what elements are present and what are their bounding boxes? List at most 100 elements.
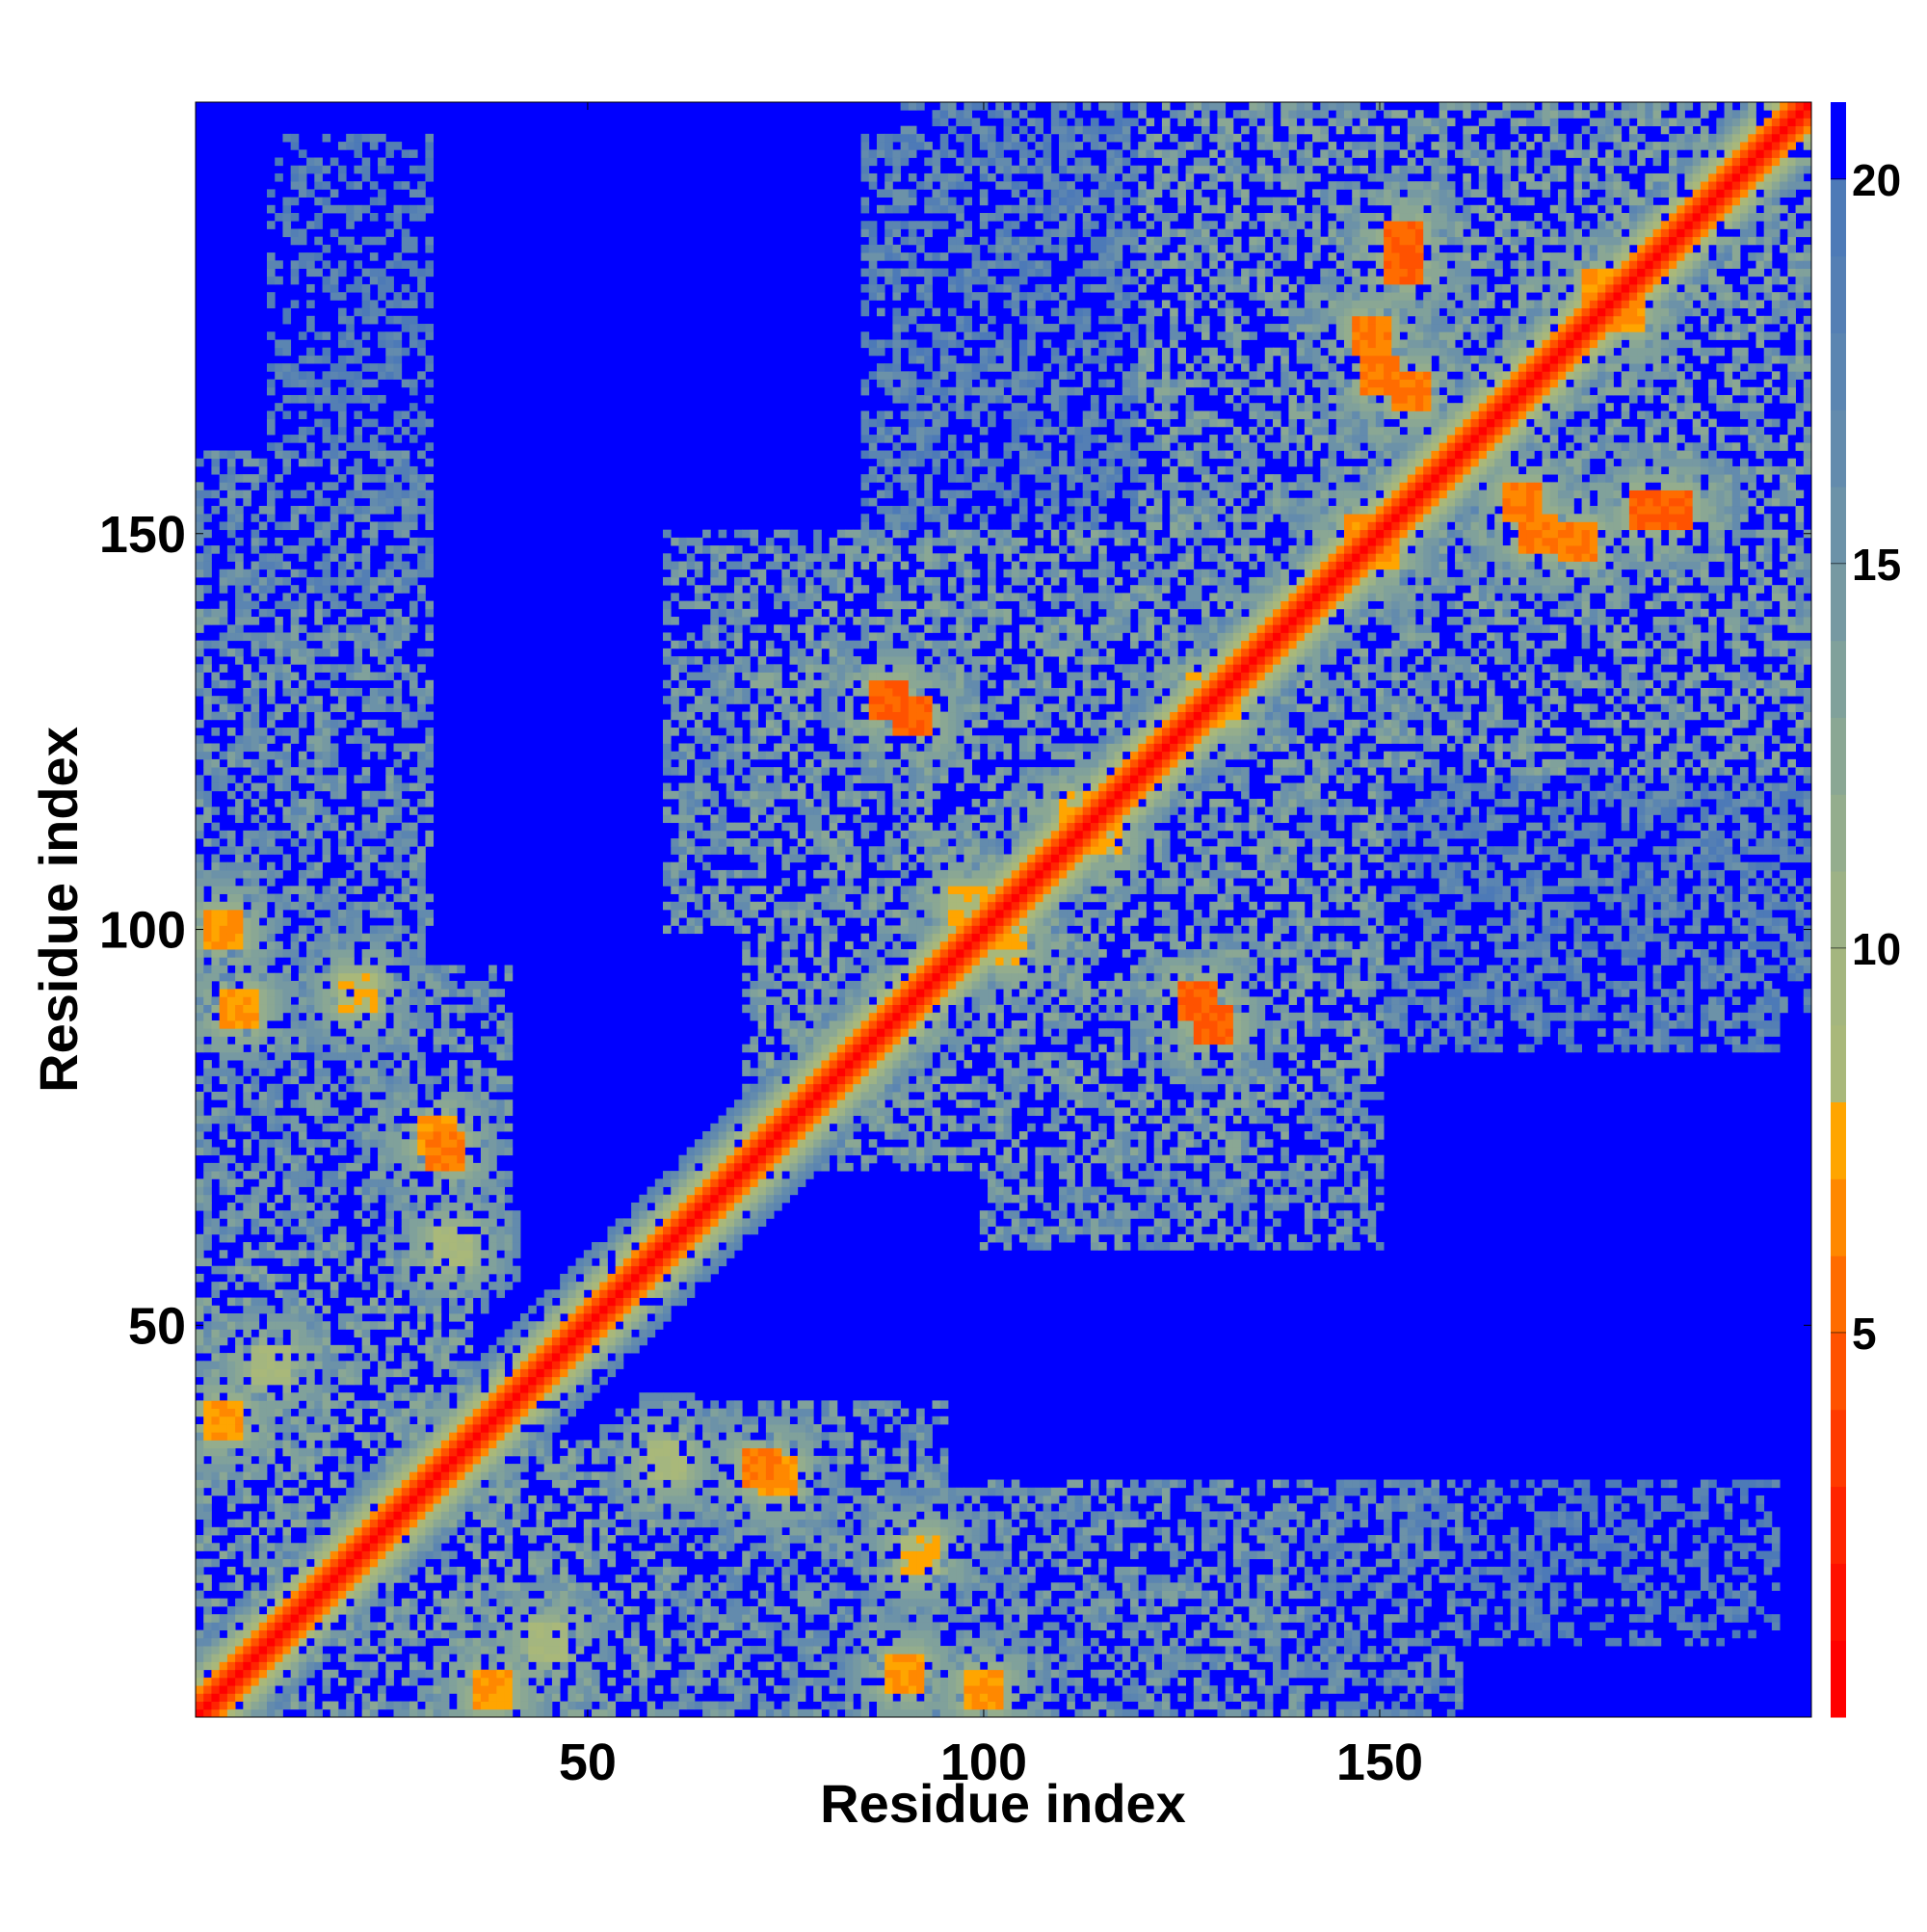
heatmap-cell (290, 640, 300, 649)
heatmap-cell (417, 1455, 426, 1465)
heatmap-cell (425, 1408, 435, 1417)
heatmap-cell (330, 1590, 339, 1600)
heatmap-cell (251, 1384, 260, 1393)
heatmap-cell (298, 1068, 307, 1076)
heatmap-cell (425, 1257, 435, 1267)
heatmap-cell (393, 363, 403, 372)
heatmap-cell (354, 1646, 363, 1654)
heatmap-cell (219, 1464, 228, 1472)
heatmap-cell (266, 1344, 276, 1354)
heatmap-cell (196, 1115, 204, 1125)
heatmap-cell (275, 672, 283, 681)
heatmap-cell (528, 1701, 537, 1710)
heatmap-cell (440, 972, 450, 982)
heatmap-cell (369, 798, 379, 807)
heatmap-cell (290, 1614, 300, 1623)
heatmap-cell (219, 1408, 228, 1417)
heatmap-cell (647, 1440, 656, 1449)
heatmap-cell (440, 1440, 450, 1449)
heatmap-cell (369, 743, 379, 753)
heatmap-cell (275, 1044, 283, 1053)
heatmap-cell (258, 1028, 268, 1037)
heatmap-cell (290, 1654, 300, 1662)
heatmap-cell (196, 553, 204, 562)
heatmap-cell (219, 1282, 228, 1290)
heatmap-cell (417, 1432, 426, 1441)
heatmap-cell (258, 632, 268, 642)
heatmap-cell (639, 1455, 647, 1465)
heatmap-cell (354, 901, 363, 911)
heatmap-cell (203, 996, 212, 1005)
heatmap-cell (472, 1194, 482, 1204)
heatmap-cell (322, 1353, 331, 1362)
heatmap-cell (251, 1273, 260, 1283)
heatmap-cell (512, 1471, 521, 1480)
heatmap-cell (219, 648, 228, 657)
heatmap-cell (282, 1614, 292, 1623)
heatmap-cell (488, 1400, 497, 1409)
heatmap-cell (504, 1257, 514, 1267)
heatmap-cell (219, 989, 228, 997)
heatmap-cell (258, 1353, 268, 1362)
heatmap-cell (385, 1162, 394, 1172)
heatmap-cell (337, 386, 347, 396)
heatmap-cell (251, 965, 260, 974)
heatmap-cell (449, 1178, 458, 1187)
heatmap-cell (409, 1669, 418, 1679)
heatmap-cell (346, 949, 355, 958)
heatmap-cell (512, 1677, 521, 1686)
heatmap-cell (337, 830, 347, 839)
heatmap-cell (401, 1218, 410, 1228)
heatmap-cell (298, 1669, 307, 1679)
heatmap-cell (488, 1605, 497, 1615)
heatmap-cell (282, 1115, 292, 1125)
heatmap-cell (243, 1083, 251, 1093)
heatmap-cell (337, 165, 347, 174)
heatmap-cell (322, 1202, 331, 1211)
heatmap-cell (647, 1194, 656, 1204)
heatmap-cell (282, 1313, 292, 1322)
heatmap-cell (417, 204, 426, 214)
heatmap-cell (528, 1708, 537, 1718)
heatmap-cell (251, 1194, 260, 1204)
heatmap-cell (512, 1368, 521, 1378)
heatmap-cell (258, 561, 268, 570)
heatmap-cell (639, 1669, 647, 1679)
heatmap-cell (401, 949, 410, 958)
heatmap-cell (440, 1147, 450, 1156)
heatmap-cell (282, 996, 292, 1005)
heatmap-cell (440, 1344, 450, 1354)
heatmap-cell (282, 1004, 292, 1014)
heatmap-cell (275, 648, 283, 657)
heatmap-cell (219, 576, 228, 586)
heatmap-cell (433, 972, 442, 982)
heatmap-cell (196, 910, 204, 918)
heatmap-cell (599, 1329, 608, 1338)
heatmap-cell (417, 1250, 426, 1258)
heatmap-cell (568, 1447, 576, 1457)
heatmap-cell (512, 1566, 521, 1575)
heatmap-cell (290, 1186, 300, 1196)
heatmap-cell (369, 925, 379, 935)
heatmap-cell (298, 394, 307, 404)
heatmap-cell (560, 1289, 568, 1298)
heatmap-cell (235, 1392, 244, 1401)
heatmap-cell (433, 1313, 442, 1322)
heatmap-cell (314, 1400, 323, 1409)
heatmap-cell (654, 1479, 664, 1489)
heatmap-cell (449, 1107, 458, 1117)
heatmap-cell (314, 1115, 323, 1125)
heatmap-cell (258, 1344, 268, 1354)
heatmap-cell (203, 1661, 212, 1671)
heatmap-cell (464, 1400, 474, 1409)
heatmap-cell (512, 1424, 521, 1433)
heatmap-cell (361, 1558, 371, 1568)
heatmap-cell (504, 1107, 514, 1117)
heatmap-cell (520, 1526, 529, 1536)
heatmap-cell (354, 553, 363, 562)
heatmap-cell (401, 1060, 410, 1069)
heatmap-cell (251, 1060, 260, 1069)
heatmap-cell (282, 1210, 292, 1219)
heatmap-cell (361, 1242, 371, 1251)
heatmap-cell (433, 1368, 442, 1378)
